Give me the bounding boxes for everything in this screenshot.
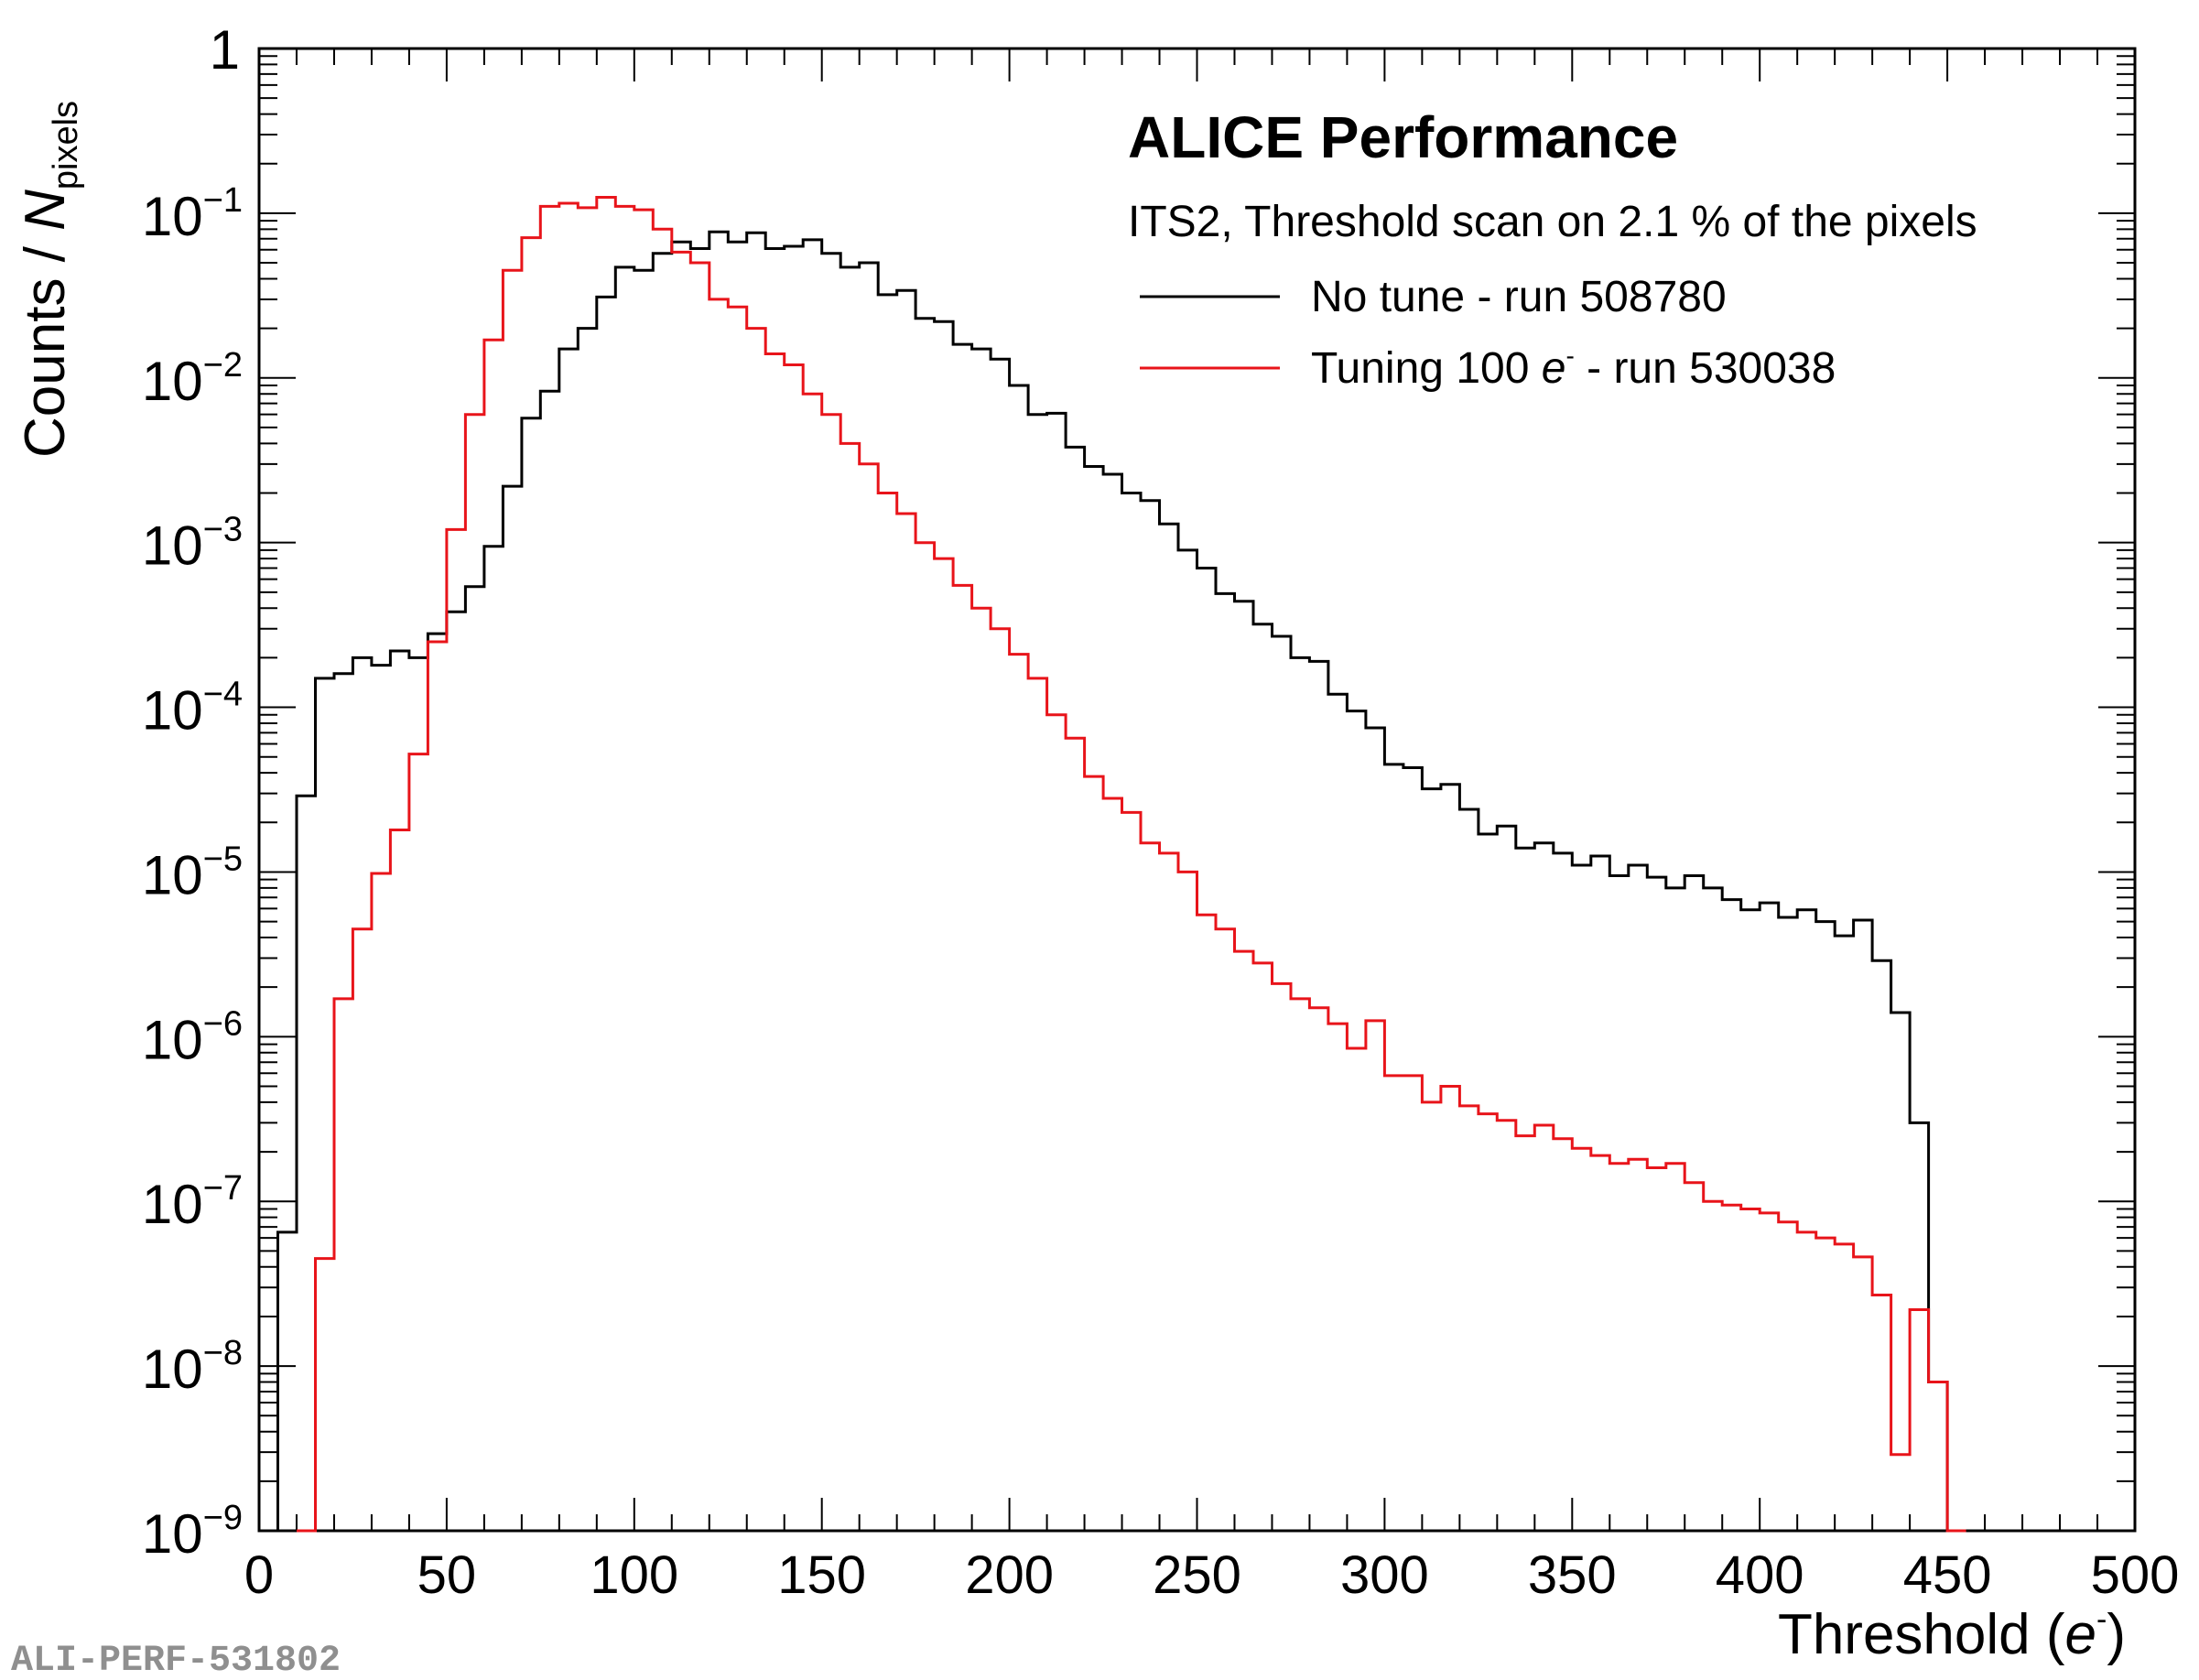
x-axis-label-text: Threshold ( xyxy=(1778,1603,2065,1666)
legend: No tune - run 508780 Tuning 100 e- - run… xyxy=(1140,273,1836,393)
y-tick-label-exponent: −5 xyxy=(203,840,243,878)
x-axis-label: Threshold (e-) xyxy=(1778,1602,2126,1666)
x-tick-label: 50 xyxy=(417,1545,477,1605)
x-tick-label: 100 xyxy=(590,1545,678,1605)
y-tick-label: 10−7 xyxy=(142,1169,243,1235)
y-tick-label-base: 10 xyxy=(142,186,203,247)
x-tick-label: 250 xyxy=(1153,1545,1241,1605)
x-axis-label-sup: - xyxy=(2096,1602,2107,1637)
legend-label-no-tune: No tune - run 508780 xyxy=(1311,273,1727,321)
x-axis-label-italic: e xyxy=(2065,1603,2096,1666)
y-axis-label-sub: pixels xyxy=(47,101,85,190)
y-tick-label-base: 10 xyxy=(142,1174,203,1235)
y-tick-label: 10−8 xyxy=(142,1334,243,1400)
y-tick-label-base: 10 xyxy=(142,680,203,742)
y-tick-label: 10−9 xyxy=(142,1499,243,1565)
x-tick-label: 200 xyxy=(965,1545,1054,1605)
x-tick-label: 150 xyxy=(777,1545,866,1605)
series-layer xyxy=(276,196,1966,1533)
y-tick-label-base: 10 xyxy=(142,515,203,577)
y-tick-label-exponent: −7 xyxy=(203,1169,243,1208)
series-no-tune xyxy=(276,230,1966,1533)
y-tick-label: 10−6 xyxy=(142,1004,243,1070)
legend-label-tuning-pre: Tuning 100 xyxy=(1311,344,1542,393)
series-tuning xyxy=(297,196,1966,1533)
y-tick-label-exponent: −1 xyxy=(203,181,243,220)
chart-title: ALICE Performance xyxy=(1128,104,1678,170)
y-tick-label-base: 10 xyxy=(142,1503,203,1565)
x-tick-label: 300 xyxy=(1340,1545,1429,1605)
x-axis-label-close: ) xyxy=(2107,1603,2126,1666)
y-tick-label-exponent: −3 xyxy=(203,511,243,549)
y-tick-label-exponent: −6 xyxy=(203,1004,243,1043)
y-tick-label-exponent: −8 xyxy=(203,1334,243,1372)
y-axis-label: Counts / Npixels xyxy=(14,101,85,458)
y-tick-label: 10−5 xyxy=(142,840,243,905)
y-tick-label-exponent: −4 xyxy=(203,676,243,714)
y-tick-label-base: 10 xyxy=(142,351,203,412)
legend-label-tuning: Tuning 100 e- - run 530038 xyxy=(1311,341,1836,393)
y-tick-label: 10−4 xyxy=(142,676,243,742)
tick-marks-layer xyxy=(258,48,2136,1532)
x-tick-label: 350 xyxy=(1528,1545,1617,1605)
legend-label-tuning-italic: e xyxy=(1542,344,1566,393)
tick-labels-layer: 0 50 100 150 200 250 300 350 400 450 500110−110−21… xyxy=(142,19,2179,1605)
x-tick-label: 400 xyxy=(1716,1545,1804,1605)
plot-frame-layer xyxy=(257,47,2137,1533)
y-axis-label-text: Counts / xyxy=(14,231,77,458)
y-tick-label-base: 10 xyxy=(142,844,203,905)
y-tick-label-base: 10 xyxy=(142,1339,203,1400)
y-tick-label: 1 xyxy=(210,19,240,81)
y-tick-label: 10−2 xyxy=(142,346,243,412)
x-tick-label: 0 xyxy=(244,1545,274,1605)
plot-frame xyxy=(257,47,2137,1533)
watermark-text: ALI-PERF-531802 xyxy=(11,1641,341,1680)
x-tick-label: 450 xyxy=(1903,1545,1992,1605)
legend-label-tuning-sup: - xyxy=(1565,341,1574,370)
chart-subtitle: ITS2, Threshold scan on 2.1 % of the pix… xyxy=(1128,198,1977,246)
y-axis-label-italic: N xyxy=(14,190,77,231)
legend-label-tuning-post: - run 530038 xyxy=(1575,344,1836,393)
y-tick-label: 10−3 xyxy=(142,511,243,577)
y-tick-label-exponent: −9 xyxy=(203,1499,243,1537)
y-tick-label-exponent: −2 xyxy=(203,346,243,385)
y-tick-label: 10−1 xyxy=(142,181,243,247)
y-tick-label-base: 10 xyxy=(142,1009,203,1070)
x-tick-label: 500 xyxy=(2091,1545,2180,1605)
